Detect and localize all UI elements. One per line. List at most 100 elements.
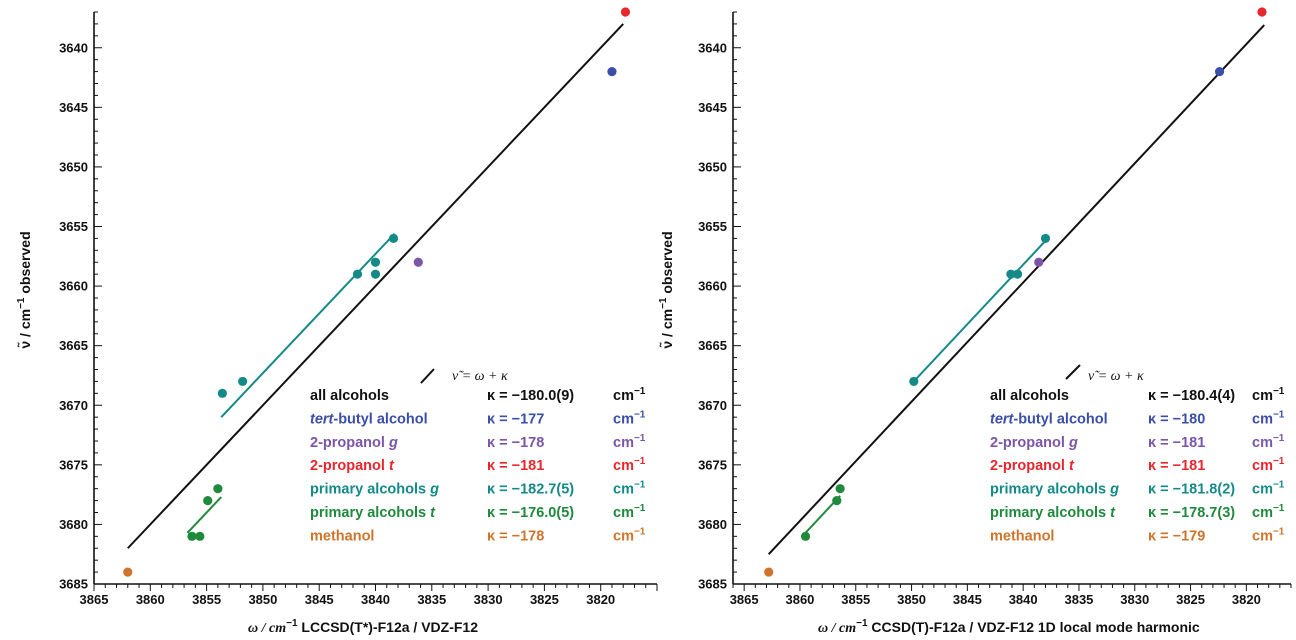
y-tick-label: 3660 [698,279,727,294]
legend-unit-sup: −1 [1273,386,1285,397]
legend-kappa-text: κ = −180.0(9) [487,388,574,404]
x-tick-label: 3835 [1064,592,1093,607]
x-axis-title: ω / cm−1 LCCSD(T*)-F12a / VDZ-F12 [248,618,478,636]
y-tick-label: 3685 [698,577,727,592]
y-tick-label: 3680 [698,517,727,532]
legend-kappa-text: κ = −176.0(5) [487,505,574,521]
legend-unit-text: cm [613,458,634,474]
legend-name-primary_t: primary alcohols t [310,505,436,521]
equation-line-sample [420,368,435,384]
y-tick-label: 3640 [59,40,88,55]
legend-kappa-propanol_g: κ = −178 [487,435,544,451]
legend-name-primary_g: primary alcohols g [310,482,439,498]
legend-kappa-methanol: κ = −178 [487,528,544,544]
y-tick-label: 3670 [59,398,88,413]
data-point-primary_g [1012,269,1023,279]
y-tick-label: 3685 [59,577,88,592]
legend-name-tert_butyl: tert-butyl alcohol [990,411,1108,427]
x-tick-label: 3825 [1176,592,1205,607]
data-point-propanol_t [620,7,631,17]
x-tick-label: 3860 [136,592,165,607]
equation-label: ν̃ = ω + κ [1088,369,1144,384]
legend-kappa-all: κ = −180.0(9) [487,388,574,404]
data-point-primary_t [203,495,213,506]
legend-name-primary_g: primary alcohols g [990,482,1119,498]
legend-unit-sup: −1 [634,409,646,420]
legend-unit-methanol: cm−1 [613,526,646,544]
x-tick-label: 3850 [248,592,277,607]
legend-name-methanol: methanol [990,528,1054,544]
equation-line-sample [1065,364,1081,380]
legend-kappa-primary_g: κ = −182.7(5) [487,482,574,498]
legend-unit-sup: −1 [1273,526,1285,537]
x-axis-title-sup: −1 [856,618,868,629]
legend-unit-sup: −1 [634,526,646,537]
x-axis-title-text: LCCSD(T*)-F12a / VDZ-F12 [298,619,479,635]
data-point-propanol_g [1034,257,1044,267]
data-point-primary_t [213,484,223,494]
legend-kappa-text: κ = −181 [1148,435,1205,451]
legend-unit-text: cm [1252,411,1273,427]
y-tick-label: 3655 [698,219,727,234]
y-axis-title-prefix: ν̃ / cm [658,309,675,349]
y-axis-title-suffix: observed [17,231,33,297]
x-tick-label: 3835 [417,592,446,607]
data-point-primary_g [238,376,248,387]
legend-name-text: -butyl alcohol [333,411,427,427]
legend-unit-propanol_g: cm−1 [1252,433,1285,451]
data-point-primary_g [352,269,363,279]
x-tick-label: 3840 [1009,592,1038,607]
legend-unit-primary_g: cm−1 [613,480,646,498]
y-tick-label: 3670 [698,398,727,413]
legend-kappa-primary_t: κ = −178.7(3) [1148,505,1235,521]
fit-line-all [767,24,1265,555]
legend-unit-text: cm [1252,528,1273,544]
x-tick-label: 3850 [897,592,926,607]
legend-unit-text: cm [613,411,634,427]
equation-label: ν̃ = ω + κ [452,369,508,384]
legend-name-emphasis: t [389,458,395,474]
legend-name-text: primary alcohols [310,482,430,498]
data-point-methanol [123,567,133,577]
x-tick-label: 3865 [730,592,759,607]
data-point-primary_t [832,495,842,506]
legend-name-text: -butyl alcohol [1013,411,1107,427]
x-axis-title-prefix: ω / cm [818,621,856,636]
x-axis-title: ω / cm−1 CCSD(T)-F12a / VDZ-F12 1D local… [818,618,1200,636]
legend-name-emphasis: g [388,435,398,451]
legend-kappa-text: κ = −180.4(4) [1148,388,1235,404]
x-tick-label: 3820 [1232,592,1261,607]
legend-name-emphasis: t [430,505,436,521]
legend-unit-sup: −1 [634,503,646,514]
legend-unit-all: cm−1 [613,386,646,404]
y-tick-label: 3665 [698,338,727,353]
legend-kappa-tert_butyl: κ = −177 [487,411,544,427]
y-tick-label: 3680 [59,517,88,532]
y-axis-title-sup: −1 [658,297,669,309]
legend-unit-text: cm [1252,435,1273,451]
legend-kappa-propanol_g: κ = −181 [1148,435,1205,451]
legend-unit-propanol_t: cm−1 [613,456,646,474]
x-tick-label: 3825 [530,592,559,607]
data-point-primary_g [370,257,381,267]
legend-unit-all: cm−1 [1252,386,1285,404]
legend-name-emphasis: g [1068,435,1078,451]
legend-unit-primary_t: cm−1 [613,503,646,521]
x-tick-label: 3830 [1120,592,1149,607]
legend-unit-methanol: cm−1 [1252,526,1285,544]
legend-kappa-text: κ = −178 [487,528,544,544]
legend-name-emphasis: t [1069,458,1075,474]
legend-kappa-text: κ = −180 [1148,411,1205,427]
legend-name-propanol_t: 2-propanol t [310,458,395,474]
legend-unit-text: cm [613,435,634,451]
data-point-primary_t [187,531,197,541]
legend-name-text: methanol [310,528,374,544]
legend-unit-sup: −1 [1273,503,1285,514]
legend-name-text: 2-propanol [990,458,1069,474]
legend-kappa-primary_t: κ = −176.0(5) [487,505,574,521]
legend-unit-sup: −1 [634,386,646,397]
legend-unit-text: cm [1252,482,1273,498]
legend-kappa-text: κ = −177 [487,411,544,427]
data-point-methanol [764,567,774,577]
y-tick-label: 3640 [698,40,727,55]
